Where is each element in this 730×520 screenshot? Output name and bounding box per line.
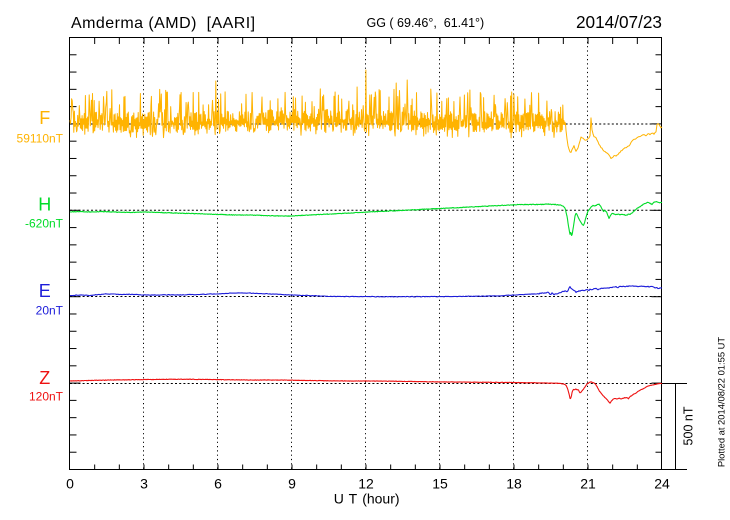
svg-text:24: 24 xyxy=(654,476,670,492)
svg-text:59110nT: 59110nT xyxy=(17,131,64,145)
svg-text:T: T xyxy=(349,490,358,506)
svg-text:3: 3 xyxy=(140,476,148,492)
svg-text:18: 18 xyxy=(506,476,522,492)
svg-text:20nT: 20nT xyxy=(36,303,64,317)
svg-text:120nT: 120nT xyxy=(29,389,64,403)
svg-text:Amderma (AMD) [AARI]: Amderma (AMD) [AARI] xyxy=(71,15,256,32)
svg-text:500 nT: 500 nT xyxy=(682,406,696,445)
svg-text:(hour): (hour) xyxy=(362,490,399,506)
svg-text:U: U xyxy=(334,490,344,506)
svg-text:0: 0 xyxy=(66,476,74,492)
svg-text:-620nT: -620nT xyxy=(25,216,64,230)
svg-text:6: 6 xyxy=(214,476,222,492)
svg-text:F: F xyxy=(39,108,50,128)
svg-text:H: H xyxy=(38,195,51,215)
svg-text:2014/07/23: 2014/07/23 xyxy=(576,12,662,32)
svg-text:15: 15 xyxy=(432,476,448,492)
svg-text:E: E xyxy=(39,281,51,301)
svg-text:12: 12 xyxy=(358,476,374,492)
svg-text:9: 9 xyxy=(288,476,296,492)
svg-text:Z: Z xyxy=(39,368,50,388)
svg-text:Plotted at 2014/08/22 01:55 UT: Plotted at 2014/08/22 01:55 UT xyxy=(715,337,726,468)
svg-text:GG ( 69.46°, 61.41°): GG ( 69.46°, 61.41°) xyxy=(367,16,485,30)
svg-text:21: 21 xyxy=(580,476,596,492)
